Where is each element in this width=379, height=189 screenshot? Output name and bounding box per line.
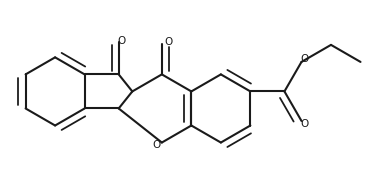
Text: O: O (152, 140, 160, 150)
Text: O: O (300, 119, 309, 129)
Text: O: O (117, 36, 126, 46)
Text: O: O (165, 37, 173, 47)
Text: O: O (300, 54, 309, 64)
